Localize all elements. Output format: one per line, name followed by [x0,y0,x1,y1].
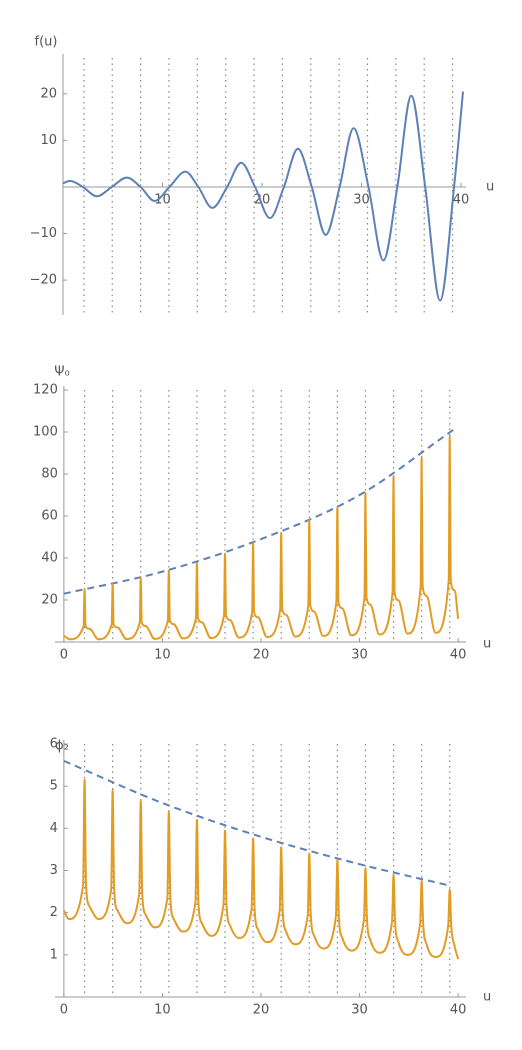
x-tick-label: 30 [351,1003,368,1018]
y-tick-label: 2 [50,905,58,920]
y-tick-label: 80 [41,467,58,482]
y-tick-label: 1 [50,947,58,962]
y-tick-label: 20 [40,86,57,101]
series-line [62,778,460,960]
x-tick-label: 0 [60,1003,68,1018]
x-tick-label: 40 [453,192,470,207]
x-tick-label: 40 [450,648,467,663]
x-tick-label: 30 [351,648,368,663]
x-axis-label: u [483,637,491,652]
x-axis-label: u [483,990,491,1005]
y-axis-label: ϕ₂ [55,739,69,754]
x-tick-label: 30 [353,192,370,207]
series-line [63,429,454,595]
y-tick-label: 20 [41,593,58,608]
y-axis-label: Ψ₀ [54,365,69,380]
y-tick-label: 10 [40,133,57,148]
x-tick-label: 40 [450,1003,467,1018]
series-line [62,91,465,302]
y-tick-label: 60 [41,509,58,524]
y-tick-label: 40 [41,551,58,566]
x-tick-label: 10 [154,1003,171,1018]
y-tick-label: 100 [33,425,58,440]
x-tick-label: 20 [253,1003,270,1018]
y-tick-label: 6 [50,737,58,752]
y-tick-label: −20 [30,273,57,288]
series-line [63,435,460,641]
x-axis-label: u [486,180,494,195]
y-axis-label: f(u) [35,35,58,50]
y-tick-label: 120 [33,383,58,398]
x-tick-label: 20 [253,648,270,663]
y-tick-label: −10 [30,226,57,241]
y-tick-label: 3 [50,863,58,878]
y-tick-label: 5 [50,779,58,794]
x-tick-label: 10 [154,648,171,663]
x-tick-label: 0 [60,648,68,663]
x-tick-label: 10 [154,192,171,207]
y-tick-label: 4 [50,821,58,836]
series-line [63,759,449,887]
